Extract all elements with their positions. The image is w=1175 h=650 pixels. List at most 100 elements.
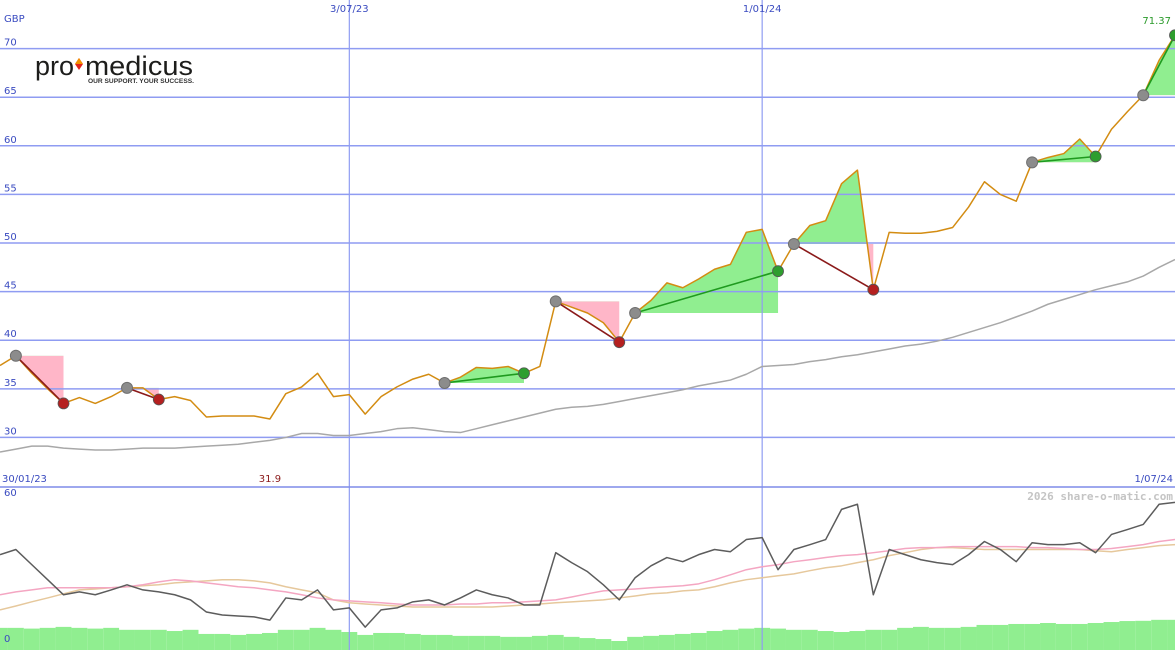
trend-end-dot xyxy=(57,397,70,410)
volume-bar xyxy=(55,626,72,650)
trend-fall-area xyxy=(555,301,620,343)
volume-bar xyxy=(182,629,199,650)
volume-bar xyxy=(627,636,644,650)
logo-pre: pro xyxy=(35,51,74,81)
y-tick-label: 35 xyxy=(4,378,17,389)
volume-bar xyxy=(134,629,151,650)
y-tick-label: 45 xyxy=(4,281,17,292)
volume-bar xyxy=(484,635,501,650)
x-tick-label: 1/07/24 xyxy=(1134,474,1173,485)
volume-bar xyxy=(976,624,993,650)
trend-start-dot xyxy=(549,295,562,308)
volume-bar xyxy=(611,640,628,650)
low-price-label: 31.9 xyxy=(259,474,281,485)
trend-start-dot xyxy=(121,381,134,394)
volume-bar xyxy=(373,632,390,650)
volume-bar xyxy=(198,633,215,650)
trend-line xyxy=(555,300,620,343)
trend-start-dot xyxy=(1137,89,1150,102)
volume-bar xyxy=(23,628,40,650)
volume-bar xyxy=(436,634,453,650)
volume-bar xyxy=(690,632,707,650)
y-tick-label: 65 xyxy=(4,86,17,97)
volume-bar xyxy=(468,635,485,650)
volume-bar xyxy=(516,636,532,650)
volume-bar xyxy=(230,634,247,650)
text-layer: GBP 30 35 40 45 50 55 60 65 70 30/01/23 3/07/23 1/01… xyxy=(2,4,1173,645)
trend-line xyxy=(1142,34,1175,96)
volume-bar xyxy=(674,633,691,650)
volume-bar xyxy=(547,634,564,650)
volume-bar xyxy=(452,635,469,650)
y-tick-label: 40 xyxy=(4,329,17,340)
series-line xyxy=(0,258,1175,453)
volume-bar xyxy=(1135,620,1152,650)
trend-start-dot xyxy=(629,307,642,320)
volume-bar xyxy=(1055,623,1072,650)
y-tick-label: 60 xyxy=(4,488,17,499)
volume-bar xyxy=(1024,623,1041,650)
volume-bar xyxy=(309,627,326,650)
volume-bar xyxy=(913,626,929,650)
trend-end-dot xyxy=(1169,29,1175,42)
volume-bar xyxy=(658,634,675,650)
volume-bar xyxy=(389,632,405,650)
volume-bar xyxy=(881,629,898,650)
volume-bar xyxy=(1119,621,1136,650)
logo-diamond-top xyxy=(75,58,83,64)
series-line xyxy=(0,501,1175,628)
trend-line xyxy=(634,270,779,314)
trend-line xyxy=(793,243,874,291)
y-tick-label: 50 xyxy=(4,232,17,243)
volume-bar xyxy=(246,633,262,650)
y-tick-label: 60 xyxy=(4,135,17,146)
volume-bar xyxy=(119,629,135,650)
volume-bar xyxy=(1167,619,1175,650)
trend-line xyxy=(1032,155,1096,164)
volume-bar xyxy=(563,636,580,650)
logo: pro medicus OUR SUPPORT. YOUR SUCCESS. xyxy=(35,51,194,85)
volume-bar xyxy=(897,627,914,650)
volume-bar xyxy=(0,627,8,650)
volume-bar xyxy=(849,631,866,650)
trend-end-dot xyxy=(613,336,626,349)
volume-bar xyxy=(801,629,818,650)
trend-start-dot xyxy=(9,349,22,362)
trend-start-dot xyxy=(1026,156,1039,169)
trend-line xyxy=(15,355,65,404)
volume-bar xyxy=(531,635,548,650)
volume-bar xyxy=(865,629,882,650)
trend-end-dot xyxy=(772,265,784,278)
y-tick-label: 55 xyxy=(4,183,17,194)
volume-bar xyxy=(1008,623,1025,650)
volume-bar xyxy=(39,627,56,650)
watermark: 2026 share-o-matic.com xyxy=(1027,490,1173,503)
volume-bar xyxy=(992,624,1009,650)
back-layer xyxy=(0,35,1175,650)
last-price-label: 71.37 xyxy=(1142,16,1171,27)
volume-bar xyxy=(261,632,278,650)
trend-fall-area xyxy=(127,387,159,400)
trend-end-dot xyxy=(1089,150,1102,163)
volume-bar xyxy=(404,633,421,650)
trend-line xyxy=(444,372,525,384)
volume-bar xyxy=(944,627,961,650)
volume-bar xyxy=(785,629,802,650)
volume-bar xyxy=(214,633,231,650)
trend-end-dot xyxy=(518,367,530,380)
volume-bar xyxy=(1040,622,1056,650)
volume-bar xyxy=(1071,623,1088,650)
volume-bar xyxy=(833,631,850,650)
volume-bar xyxy=(960,626,977,650)
volume-bar xyxy=(293,629,310,650)
volume-bar xyxy=(722,629,739,650)
y-unit-label: GBP xyxy=(4,14,25,25)
volume-bar xyxy=(150,629,167,650)
volume-bar xyxy=(706,631,723,650)
trend-end-dot xyxy=(867,283,880,296)
x-tick-label: 3/07/23 xyxy=(330,4,369,15)
volume-bar xyxy=(7,627,24,650)
